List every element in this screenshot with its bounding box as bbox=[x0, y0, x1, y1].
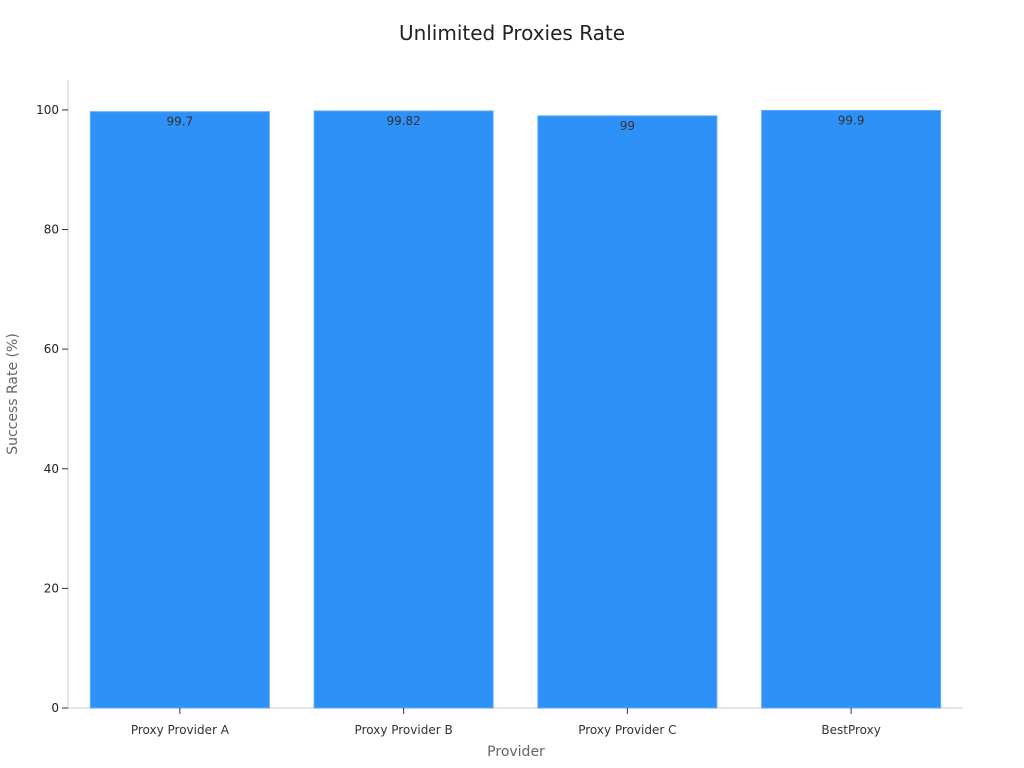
bar bbox=[761, 110, 942, 709]
x-tick-label: Proxy Provider B bbox=[355, 723, 453, 737]
bar bbox=[313, 110, 494, 709]
x-tick-label: BestProxy bbox=[821, 723, 880, 737]
y-tick-label: 100 bbox=[36, 103, 59, 117]
chart-title: Unlimited Proxies Rate bbox=[399, 21, 625, 45]
y-tick-label: 60 bbox=[44, 342, 59, 356]
y-tick-label: 80 bbox=[44, 223, 59, 237]
x-tick-label: Proxy Provider A bbox=[131, 723, 230, 737]
plot-area: 0 20 40 60 80 100 99.7 Proxy Provider A 99.82 Pro… bbox=[36, 80, 963, 737]
data-label: 99 bbox=[620, 119, 635, 133]
bar bbox=[537, 115, 718, 709]
y-tick-label: 20 bbox=[44, 581, 59, 595]
y-axis-title: Success Rate (%) bbox=[5, 333, 21, 455]
data-label: 99.82 bbox=[386, 114, 420, 128]
y-tick-label: 40 bbox=[44, 462, 59, 476]
y-tick-label: 0 bbox=[51, 701, 59, 715]
bar bbox=[89, 111, 270, 709]
data-label: 99.7 bbox=[167, 115, 194, 129]
data-label: 99.9 bbox=[838, 114, 865, 128]
x-axis-title: Provider bbox=[487, 744, 545, 760]
x-tick-label: Proxy Provider C bbox=[578, 723, 676, 737]
